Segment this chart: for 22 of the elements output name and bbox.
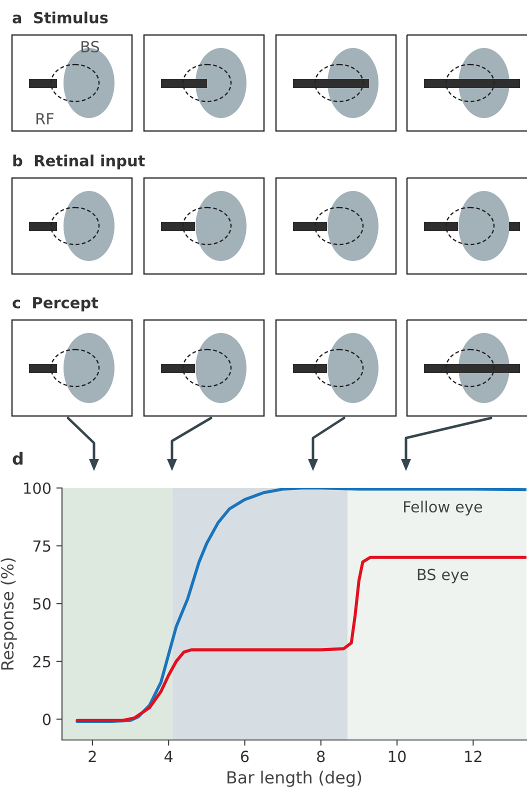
x-tick-label: 8 [317, 750, 325, 762]
x-tick-label: 6 [240, 750, 249, 762]
text: a Stimulus [12, 12, 108, 24]
x-tick-label: 4 [164, 750, 173, 762]
y-tick-label: 25 [33, 656, 50, 668]
chart-title: d [12, 452, 23, 465]
text: BS [82, 40, 100, 52]
text: RF [36, 113, 54, 124]
x-axis-title: Bar length (deg) [228, 770, 362, 787]
x-tick-label: 12 [465, 750, 482, 762]
y-tick-label: 100 [24, 482, 51, 494]
series-label: BS eye [418, 568, 468, 584]
text: b Retinal input [13, 154, 145, 170]
y-axis-title: Response (%) [0, 558, 17, 670]
series-label: Fellow eye [404, 500, 482, 516]
y-tick-label: 50 [33, 598, 51, 610]
x-tick-label: 10 [388, 750, 406, 762]
x-tick-label: 2 [88, 750, 96, 762]
y-tick-label: 75 [33, 540, 50, 552]
y-tick-label: 0 [42, 714, 51, 726]
text: c Percept [12, 297, 98, 312]
line-series [76, 556, 526, 722]
